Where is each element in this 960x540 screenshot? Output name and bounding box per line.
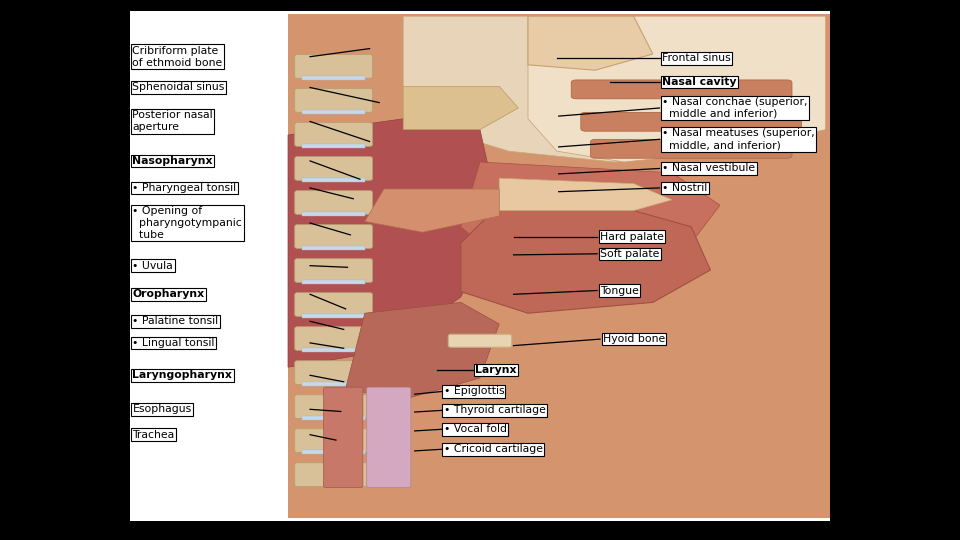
Polygon shape xyxy=(346,302,499,400)
Text: • Epiglottis: • Epiglottis xyxy=(444,387,504,396)
FancyBboxPatch shape xyxy=(302,110,365,114)
FancyBboxPatch shape xyxy=(571,80,792,99)
FancyBboxPatch shape xyxy=(302,76,365,80)
Text: • Cricoid cartilage: • Cricoid cartilage xyxy=(444,444,542,454)
FancyBboxPatch shape xyxy=(367,387,411,488)
Text: Nasopharynx: Nasopharynx xyxy=(132,156,213,166)
Text: • Opening of
  pharyngotympanic
  tube: • Opening of pharyngotympanic tube xyxy=(132,206,242,240)
Text: Sphenoidal sinus: Sphenoidal sinus xyxy=(132,83,225,92)
FancyBboxPatch shape xyxy=(130,11,830,521)
FancyBboxPatch shape xyxy=(288,14,830,518)
Polygon shape xyxy=(461,205,710,313)
Text: Hyoid bone: Hyoid bone xyxy=(603,334,665,344)
Text: • Nasal vestibule: • Nasal vestibule xyxy=(662,164,756,173)
Polygon shape xyxy=(365,189,499,232)
Text: • Nasal conchae (superior,
  middle and inferior): • Nasal conchae (superior, middle and in… xyxy=(662,97,808,119)
FancyBboxPatch shape xyxy=(302,212,365,216)
FancyBboxPatch shape xyxy=(302,416,365,420)
FancyBboxPatch shape xyxy=(448,334,512,347)
FancyBboxPatch shape xyxy=(295,191,372,214)
Text: • Pharyngeal tonsil: • Pharyngeal tonsil xyxy=(132,183,236,193)
FancyBboxPatch shape xyxy=(302,246,365,250)
Text: Tongue: Tongue xyxy=(600,286,638,295)
FancyBboxPatch shape xyxy=(302,314,365,318)
FancyBboxPatch shape xyxy=(302,280,365,284)
FancyBboxPatch shape xyxy=(295,293,372,316)
Text: Hard palate: Hard palate xyxy=(600,232,664,241)
Text: • Uvula: • Uvula xyxy=(132,261,173,271)
FancyBboxPatch shape xyxy=(302,348,365,352)
FancyBboxPatch shape xyxy=(295,89,372,112)
FancyBboxPatch shape xyxy=(302,450,365,454)
Text: Soft palate: Soft palate xyxy=(600,249,660,259)
Polygon shape xyxy=(461,162,720,270)
FancyBboxPatch shape xyxy=(295,55,372,78)
Text: Oropharynx: Oropharynx xyxy=(132,289,204,299)
FancyBboxPatch shape xyxy=(295,157,372,180)
Text: Esophagus: Esophagus xyxy=(132,404,192,414)
Text: Nasal cavity: Nasal cavity xyxy=(662,77,737,87)
Polygon shape xyxy=(528,16,653,70)
Text: Posterior nasal
aperture: Posterior nasal aperture xyxy=(132,111,213,132)
Text: • Palatine tonsil: • Palatine tonsil xyxy=(132,316,219,326)
Text: Larynx: Larynx xyxy=(475,365,516,375)
Polygon shape xyxy=(288,119,499,367)
Polygon shape xyxy=(499,178,672,211)
FancyBboxPatch shape xyxy=(302,382,365,386)
FancyBboxPatch shape xyxy=(295,361,372,384)
Text: • Nostril: • Nostril xyxy=(662,183,708,193)
Text: • Nasal meatuses (superior,
  middle, and inferior): • Nasal meatuses (superior, middle, and … xyxy=(662,129,815,150)
FancyBboxPatch shape xyxy=(295,123,372,146)
Text: Cribriform plate
of ethmoid bone: Cribriform plate of ethmoid bone xyxy=(132,46,223,68)
Polygon shape xyxy=(403,16,826,162)
Text: • Vocal fold: • Vocal fold xyxy=(444,424,507,434)
Text: Laryngopharynx: Laryngopharynx xyxy=(132,370,232,380)
FancyBboxPatch shape xyxy=(295,429,372,453)
FancyBboxPatch shape xyxy=(295,327,372,350)
FancyBboxPatch shape xyxy=(295,225,372,248)
Text: Trachea: Trachea xyxy=(132,430,175,440)
FancyBboxPatch shape xyxy=(324,387,363,488)
Text: Frontal sinus: Frontal sinus xyxy=(662,53,732,63)
FancyBboxPatch shape xyxy=(302,178,365,182)
Polygon shape xyxy=(403,86,518,130)
FancyBboxPatch shape xyxy=(295,395,372,418)
Polygon shape xyxy=(528,16,826,162)
Text: • Lingual tonsil: • Lingual tonsil xyxy=(132,338,215,348)
Text: • Thyroid cartilage: • Thyroid cartilage xyxy=(444,406,545,415)
FancyBboxPatch shape xyxy=(302,144,365,148)
FancyBboxPatch shape xyxy=(590,139,792,158)
FancyBboxPatch shape xyxy=(295,259,372,282)
FancyBboxPatch shape xyxy=(581,112,802,131)
FancyBboxPatch shape xyxy=(295,463,372,487)
